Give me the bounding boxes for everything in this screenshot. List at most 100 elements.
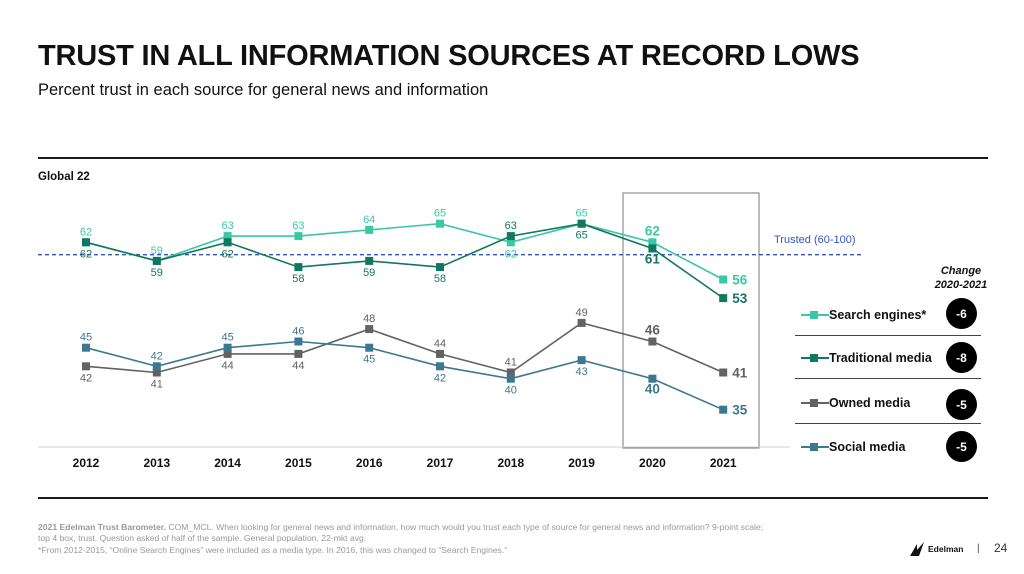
- footnote-source: 2021 Edelman Trust Barometer.: [38, 522, 167, 532]
- footnote-text: COM_MCL. When looking for general news a…: [166, 522, 764, 532]
- legend-label-traditional-media: Traditional media: [829, 350, 932, 365]
- x-tick-label: 2021: [710, 456, 737, 470]
- legend-label-owned-media: Owned media: [829, 395, 911, 410]
- x-tick-label: 2019: [568, 456, 595, 470]
- data-label: 46: [645, 323, 661, 338]
- data-point: [223, 349, 232, 358]
- legend-separator: [795, 378, 981, 379]
- data-label: 58: [292, 273, 304, 285]
- data-label: 45: [80, 332, 92, 344]
- series-line: [85, 222, 724, 281]
- x-tick-label: 2016: [356, 456, 383, 470]
- data-label: 42: [80, 372, 92, 384]
- data-label: 65: [575, 230, 587, 242]
- data-point: [719, 294, 728, 303]
- page-separator: |: [977, 543, 980, 554]
- data-label: 42: [434, 372, 446, 384]
- x-tick-label: 2012: [73, 456, 100, 470]
- data-label: 43: [575, 366, 587, 378]
- data-point: [365, 325, 374, 334]
- data-point: [577, 356, 586, 365]
- data-label: 40: [645, 382, 660, 397]
- page-title: TRUST IN ALL INFORMATION SOURCES AT RECO…: [38, 40, 860, 72]
- region-label: Global 22: [38, 171, 90, 183]
- bottom-divider: [38, 497, 988, 499]
- data-point: [648, 238, 657, 247]
- data-point: [294, 263, 303, 272]
- data-point: [436, 263, 444, 272]
- data-label: 49: [575, 307, 587, 319]
- x-tick-label: 2018: [497, 456, 524, 470]
- change-badge-owned-media: -5: [946, 389, 977, 420]
- legend-item-social-media: Social media: [795, 425, 981, 468]
- data-label: 64: [363, 214, 375, 226]
- legend-separator: [795, 423, 981, 424]
- x-tick-label: 2017: [427, 456, 454, 470]
- page-number: 24: [994, 541, 1008, 555]
- change-header-line1: Change: [940, 265, 982, 277]
- data-label: 59: [151, 245, 163, 257]
- data-point: [719, 405, 728, 414]
- data-point: [82, 238, 90, 247]
- data-point: [506, 238, 515, 247]
- trusted-threshold-label: Trusted (60-100): [774, 234, 856, 246]
- data-point: [365, 225, 374, 234]
- legend-marker-search-engines: [801, 309, 829, 321]
- data-label: 41: [151, 379, 163, 391]
- data-point: [223, 343, 232, 352]
- data-point: [506, 368, 515, 377]
- data-point: [223, 238, 232, 247]
- change-header: Change 2020-2021: [925, 264, 997, 292]
- data-point: [82, 362, 90, 371]
- legend-item-search-engines: Search engines*: [795, 293, 981, 336]
- footnote-line1: 2021 Edelman Trust Barometer. COM_MCL. W…: [38, 522, 878, 533]
- data-label: 63: [292, 220, 304, 232]
- data-point: [436, 362, 444, 371]
- data-label: 53: [732, 291, 748, 306]
- change-badge-social-media: -5: [946, 431, 977, 462]
- data-label: 62: [645, 223, 660, 238]
- footnote: 2021 Edelman Trust Barometer. COM_MCL. W…: [38, 522, 878, 556]
- footnote-line2: top 4 box, trust. Question asked of half…: [38, 533, 367, 544]
- data-label: 48: [363, 313, 375, 325]
- data-point: [648, 337, 657, 346]
- data-label: 62: [221, 248, 233, 260]
- data-label: 62: [505, 248, 517, 260]
- highlight-box: [622, 192, 760, 449]
- data-point: [365, 256, 374, 265]
- series-line: [85, 222, 724, 299]
- data-point: [152, 368, 161, 377]
- legend-separator: [795, 335, 981, 336]
- data-label: 44: [221, 360, 233, 372]
- data-point: [648, 374, 657, 383]
- data-label: 65: [434, 208, 446, 220]
- data-label: 41: [505, 357, 517, 369]
- x-tick-label: 2013: [143, 456, 170, 470]
- change-badge-traditional-media: -8: [946, 342, 977, 373]
- data-label: 35: [732, 403, 748, 418]
- data-point: [82, 343, 90, 352]
- data-label: 61: [645, 252, 661, 267]
- data-point: [294, 337, 303, 346]
- data-label: 58: [434, 273, 446, 285]
- data-point: [223, 232, 232, 241]
- data-point: [436, 219, 444, 228]
- legend-marker-owned-media: [801, 397, 829, 409]
- data-label: 41: [732, 366, 748, 381]
- data-label: 59: [363, 267, 375, 279]
- legend-item-traditional-media: Traditional media: [795, 336, 981, 379]
- logo-text: Edelman: [928, 544, 964, 554]
- data-point: [648, 244, 657, 253]
- legend-marker-traditional-media: [801, 352, 829, 364]
- series-line: [85, 340, 724, 411]
- x-tick-label: 2020: [639, 456, 666, 470]
- page-subtitle: Percent trust in each source for general…: [38, 81, 489, 99]
- top-divider: [38, 157, 988, 159]
- data-point: [152, 362, 161, 371]
- data-label: 63: [505, 220, 517, 232]
- data-point: [365, 343, 374, 352]
- data-label: 63: [221, 220, 233, 232]
- data-label: 40: [505, 385, 517, 397]
- data-label: 45: [221, 332, 233, 344]
- data-point: [506, 374, 515, 383]
